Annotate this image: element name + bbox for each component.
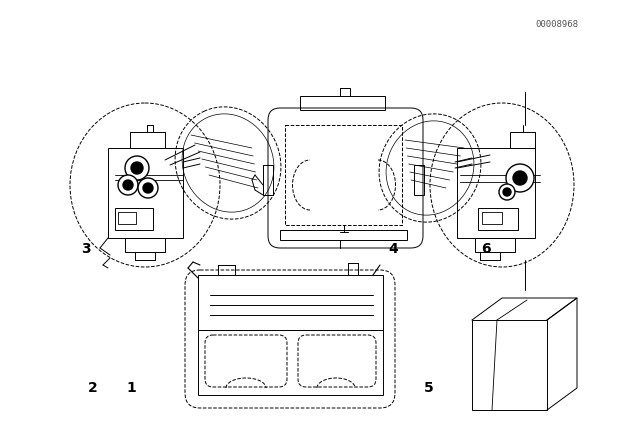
Bar bbox=[198, 330, 383, 395]
Bar bbox=[125, 238, 165, 252]
Bar bbox=[285, 125, 402, 225]
Bar bbox=[263, 165, 273, 195]
Ellipse shape bbox=[506, 164, 534, 192]
Ellipse shape bbox=[143, 183, 153, 193]
Bar bbox=[478, 208, 518, 230]
Bar bbox=[108, 148, 183, 238]
Text: 00008968: 00008968 bbox=[535, 20, 579, 29]
Bar bbox=[115, 208, 153, 230]
Ellipse shape bbox=[499, 184, 515, 200]
Bar bbox=[198, 275, 383, 330]
Ellipse shape bbox=[131, 162, 143, 174]
Ellipse shape bbox=[503, 188, 511, 196]
Bar bbox=[475, 238, 515, 252]
Text: 1: 1 bbox=[126, 380, 136, 395]
Text: 2: 2 bbox=[88, 380, 98, 395]
Text: 6: 6 bbox=[481, 241, 492, 256]
Ellipse shape bbox=[138, 178, 158, 198]
Bar bbox=[482, 212, 502, 224]
Bar bbox=[280, 230, 407, 240]
Bar bbox=[457, 148, 535, 238]
Text: 4: 4 bbox=[388, 241, 399, 256]
Bar bbox=[414, 165, 424, 195]
Text: 3: 3 bbox=[81, 241, 92, 256]
Bar bbox=[300, 96, 385, 110]
Bar bbox=[118, 212, 136, 224]
Ellipse shape bbox=[118, 175, 138, 195]
Ellipse shape bbox=[513, 171, 527, 185]
Text: 5: 5 bbox=[424, 380, 434, 395]
Ellipse shape bbox=[123, 180, 133, 190]
Bar bbox=[472, 320, 547, 410]
Ellipse shape bbox=[125, 156, 149, 180]
